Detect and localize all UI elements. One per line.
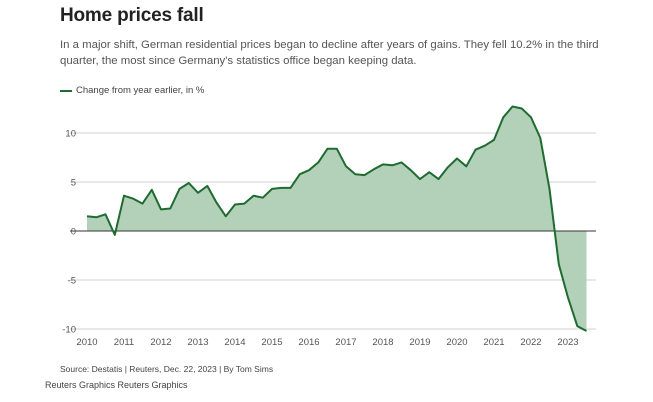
y-tick-label: -10 <box>62 325 76 336</box>
series-area <box>87 106 587 331</box>
legend-label: Change from year earlier, in % <box>76 85 205 96</box>
x-tick-label: 2013 <box>187 337 208 348</box>
y-tick-label: 10 <box>65 129 76 140</box>
x-tick-label: 2018 <box>372 337 393 348</box>
credit-note: Reuters Graphics Reuters Graphics <box>45 380 188 390</box>
chart-subtitle: In a major shift, German residential pri… <box>60 39 599 67</box>
y-tick-label: 0 <box>71 227 76 238</box>
source-note: Source: Destatis | Reuters, Dec. 22, 202… <box>60 364 274 374</box>
series-line <box>86 105 587 332</box>
x-tick-label: 2020 <box>446 337 467 348</box>
x-tick-label: 2012 <box>150 337 171 348</box>
x-tick-labels: 2010 2011 2012 2013 2014 2015 2016 2017 2018 2019… <box>76 337 578 348</box>
x-tick-label: 2011 <box>114 337 134 348</box>
y-tick-labels: -10 -5 0 5 10 <box>62 129 76 336</box>
legend: Change from year earlier, in % <box>60 85 204 96</box>
chart-title: Home prices fall <box>60 5 204 26</box>
x-tick-label: 2015 <box>261 337 282 348</box>
x-tick-label: 2010 <box>76 337 97 348</box>
y-tick-label: -5 <box>68 276 76 287</box>
x-tick-label: 2021 <box>483 337 504 348</box>
line-layer <box>86 105 587 332</box>
x-tick-label: 2022 <box>520 337 541 348</box>
x-tick-label: 2023 <box>557 337 578 348</box>
x-tick-label: 2014 <box>224 337 245 348</box>
y-tick-label: 5 <box>71 178 76 189</box>
legend-swatch <box>60 89 72 92</box>
x-tick-label: 2017 <box>335 337 356 348</box>
x-tick-label: 2019 <box>409 337 430 348</box>
x-tick-label: 2016 <box>298 337 319 348</box>
area-layer <box>87 106 587 331</box>
